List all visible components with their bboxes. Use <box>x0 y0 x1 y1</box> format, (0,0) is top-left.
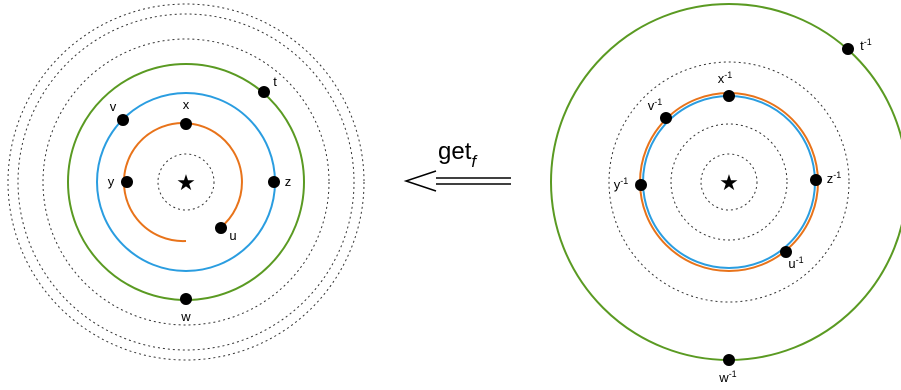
left-point-w: w <box>180 293 192 324</box>
right-point-z-label: z-1 <box>827 170 842 186</box>
left-point-x-dot <box>180 118 192 130</box>
right-point-v: v-1 <box>648 97 672 124</box>
right-point-w: w-1 <box>718 354 737 385</box>
left-point-x: x <box>180 97 192 130</box>
right-point-x: x-1 <box>718 70 735 102</box>
arrow-head-icon <box>403 170 437 192</box>
right-point-y-dot <box>635 179 647 191</box>
left-point-v: v <box>110 99 129 126</box>
right-point-t-label: t-1 <box>860 37 872 53</box>
left-point-u-dot <box>215 222 227 234</box>
right-dotted-ring-2 <box>670 123 788 241</box>
arrow-label-main: get <box>438 138 472 165</box>
right-point-z-dot <box>810 174 822 186</box>
right-point-t: t-1 <box>842 37 872 55</box>
right-point-z: z-1 <box>810 170 841 186</box>
right-point-u-dot <box>780 246 792 258</box>
right-center-star-icon: ★ <box>719 171 739 196</box>
left-orange-arc <box>122 122 243 243</box>
left-point-z: z <box>268 174 291 189</box>
left-dotted-ring-outer-3 <box>7 3 365 361</box>
arrow-label: getf <box>438 138 478 171</box>
right-dotted-ring-3 <box>608 61 850 303</box>
right-dotted-ring-1 <box>700 153 758 211</box>
right-point-t-dot <box>842 43 854 55</box>
right-point-v-label: v-1 <box>648 97 663 113</box>
left-center-star-icon: ★ <box>176 171 196 196</box>
left-point-u-label: u <box>229 228 236 243</box>
right-point-w-label: w-1 <box>718 369 736 385</box>
right-point-u: u-1 <box>780 246 804 271</box>
left-dotted-ring-outer-2 <box>17 13 355 351</box>
right-point-x-label: x-1 <box>718 70 733 86</box>
right-point-y: y-1 <box>614 176 647 192</box>
left-point-t-dot <box>258 86 270 98</box>
right-point-u-label: u-1 <box>788 255 803 271</box>
left-dotted-ring-outer-1 <box>42 38 330 326</box>
left-point-z-label: z <box>285 174 292 189</box>
get-f-arrow: getf <box>403 138 511 192</box>
right-point-y-label: y-1 <box>614 176 629 192</box>
left-point-y-dot <box>121 176 133 188</box>
left-point-z-dot <box>268 176 280 188</box>
right-point-w-dot <box>723 354 735 366</box>
right-point-x-dot <box>723 90 735 102</box>
right-diagram: ★ x-1 v-1 t-1 y-1 z-1 u-1 w-1 <box>550 3 901 385</box>
arrow-label-subscript: f <box>471 152 478 171</box>
left-point-v-dot <box>117 114 129 126</box>
left-point-w-label: w <box>180 309 191 324</box>
left-point-y-label: y <box>108 174 115 189</box>
left-diagram: ★ x v t y z u w <box>7 3 365 361</box>
left-point-t: t <box>258 74 277 98</box>
right-point-v-dot <box>660 112 672 124</box>
left-point-v-label: v <box>110 99 117 114</box>
left-dotted-ring-1 <box>157 153 215 211</box>
left-point-u: u <box>215 222 237 243</box>
left-point-y: y <box>108 174 133 189</box>
left-point-w-dot <box>180 293 192 305</box>
left-point-x-label: x <box>183 97 190 112</box>
left-point-t-label: t <box>273 74 277 89</box>
